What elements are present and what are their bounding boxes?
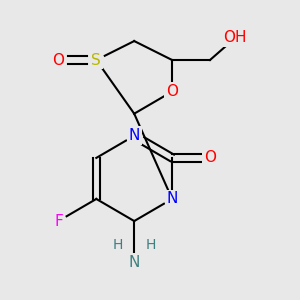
Text: H: H — [146, 238, 156, 252]
Text: S: S — [92, 52, 101, 68]
Text: O: O — [204, 150, 216, 165]
Text: O: O — [166, 84, 178, 99]
Text: N: N — [167, 191, 178, 206]
Text: F: F — [54, 214, 63, 229]
Text: O: O — [52, 52, 64, 68]
Text: OH: OH — [224, 30, 247, 45]
Text: H: H — [112, 238, 123, 252]
Text: N: N — [128, 255, 140, 270]
Text: N: N — [128, 128, 140, 143]
